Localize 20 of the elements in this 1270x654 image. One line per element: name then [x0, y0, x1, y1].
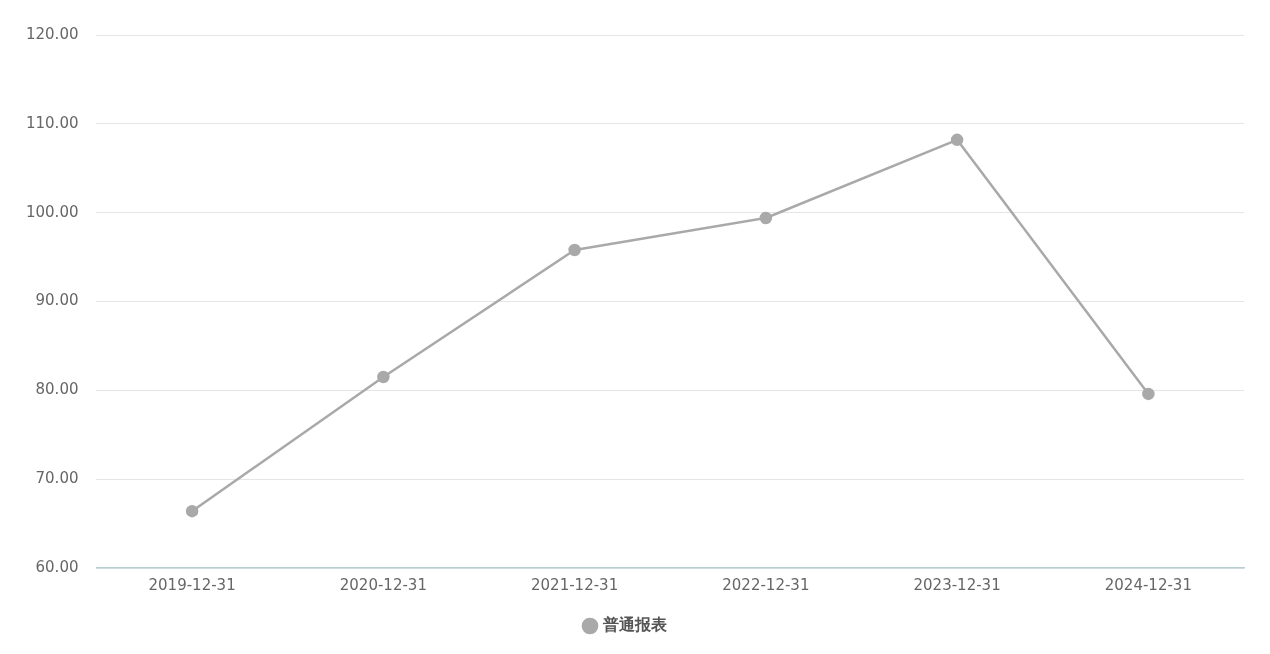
- point: [185, 504, 199, 518]
- point: [950, 133, 964, 147]
- y-tick-label: 70.00: [35, 469, 79, 488]
- x-tick-label: 2022-12-31: [722, 575, 810, 594]
- x-tick-label: 2020-12-31: [339, 575, 427, 594]
- point: [1142, 387, 1155, 401]
- y-tick-label: 90.00: [35, 291, 79, 310]
- point: [568, 243, 581, 257]
- y-tick-label: 80.00: [35, 380, 79, 399]
- point: [759, 211, 773, 225]
- point: [377, 370, 390, 384]
- y-tick-label: 100.00: [25, 202, 79, 221]
- x-tick-label: 2021-12-31: [531, 575, 619, 594]
- x-tick-label: 2023-12-31: [913, 575, 1001, 594]
- y-tick-label: 110.00: [25, 113, 79, 132]
- x-tick-label: 2024-12-31: [1104, 575, 1192, 594]
- x-tick-label: 2019-12-31: [148, 575, 236, 594]
- y-tick-label: 60.00: [35, 557, 79, 576]
- legend-label: 普通报表: [602, 615, 668, 635]
- y-tick-label: 120.00: [25, 24, 79, 43]
